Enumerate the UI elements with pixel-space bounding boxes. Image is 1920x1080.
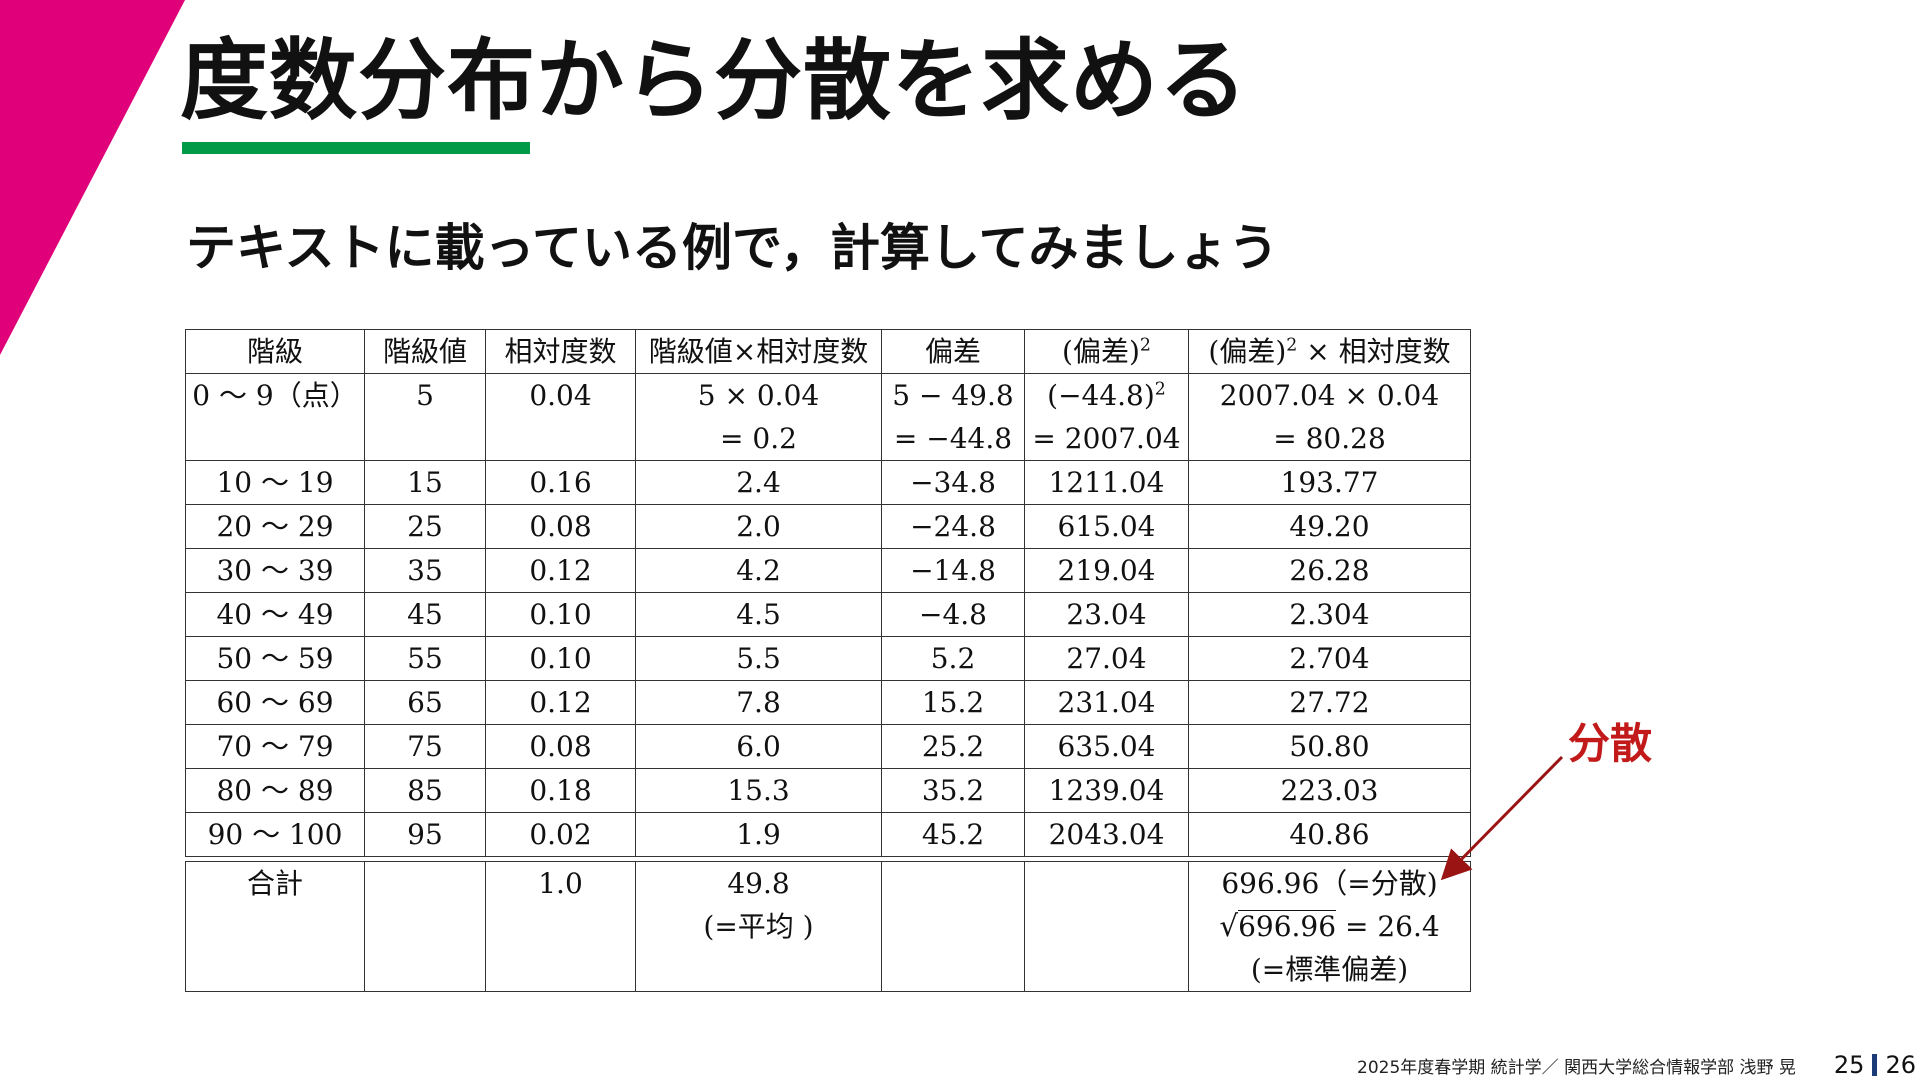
cell-squared-deviation: (−44.8)2 = 2007.04 <box>1024 373 1189 461</box>
standard-deviation-formula: √696.96 = 26.4 <box>1219 909 1440 943</box>
cell-squared-deviation: 2043.04 <box>1024 812 1189 857</box>
footer: 2025年度春学期 統計学／ 関西大学総合情報学部 浅野 晃 25 26 <box>1357 1050 1920 1080</box>
cell-squared-deviation: 1239.04 <box>1024 768 1189 813</box>
cell-weighted-squared-deviation: 223.03 <box>1188 768 1471 813</box>
title-underline <box>182 142 530 154</box>
cell-class-value: 85 <box>364 768 486 813</box>
cell-relative-frequency: 0.10 <box>485 636 636 681</box>
cell-relative-frequency: 0.12 <box>485 680 636 725</box>
cell-product: 1.9 <box>635 812 882 857</box>
cell-weighted-squared-deviation: 27.72 <box>1188 680 1471 725</box>
cell-class-value: 55 <box>364 636 486 681</box>
cell-deviation: 35.2 <box>881 768 1025 813</box>
cell-product: 2.0 <box>635 504 882 549</box>
cell-product: 5 × 0.04 = 0.2 <box>635 373 882 461</box>
total-label: 合計 <box>185 861 365 992</box>
cell-product: 7.8 <box>635 680 882 725</box>
standard-deviation-note: (=標準偏差) <box>1250 953 1409 986</box>
cell-weighted-squared-deviation: 193.77 <box>1188 460 1471 505</box>
header-product: 階級値×相対度数 <box>635 329 882 374</box>
cell-product: 15.3 <box>635 768 882 813</box>
cell-squared-deviation: 231.04 <box>1024 680 1189 725</box>
cell-class-value: 75 <box>364 724 486 769</box>
total-empty-cell <box>881 861 1025 992</box>
page-separator <box>1872 1054 1878 1076</box>
cell-relative-frequency: 0.18 <box>485 768 636 813</box>
table-row: 90 ～ 100 95 0.02 1.9 45.2 2043.04 40.86 <box>185 812 1471 857</box>
cell-class: 50 ～ 59 <box>185 636 365 681</box>
cell-deviation: −14.8 <box>881 548 1025 593</box>
table-row: 50 ～ 59 55 0.10 5.5 5.2 27.04 2.704 <box>185 636 1471 681</box>
corner-accent-triangle <box>0 0 185 355</box>
table-body: 10 ～ 19 15 0.16 2.4 −34.8 1211.04 193.77 20 ～ 2… <box>185 460 1471 857</box>
total-relative-frequency: 1.0 <box>485 861 636 992</box>
cell-squared-deviation: 1211.04 <box>1024 460 1189 505</box>
cell-deviation: 45.2 <box>881 812 1025 857</box>
variance-line: 696.96（=分散) <box>1221 867 1438 900</box>
cell-class: 30 ～ 39 <box>185 548 365 593</box>
cell-class-value: 95 <box>364 812 486 857</box>
cell-class: 90 ～ 100 <box>185 812 365 857</box>
cell-deviation: 15.2 <box>881 680 1025 725</box>
header-squared-deviation: (偏差)2 <box>1024 329 1189 374</box>
cell-relative-frequency: 0.08 <box>485 504 636 549</box>
cell-relative-frequency: 0.02 <box>485 812 636 857</box>
cell-class-value: 45 <box>364 592 486 637</box>
header-class: 階級 <box>185 329 365 374</box>
header-weighted-squared-deviation: (偏差)2 × 相対度数 <box>1188 329 1471 374</box>
table-row: 70 ～ 79 75 0.08 6.0 25.2 635.04 50.80 <box>185 724 1471 769</box>
cell-relative-frequency: 0.04 <box>485 373 636 461</box>
cell-weighted-squared-deviation: 40.86 <box>1188 812 1471 857</box>
cell-weighted-squared-deviation: 26.28 <box>1188 548 1471 593</box>
header-class-value: 階級値 <box>364 329 486 374</box>
cell-product: 4.2 <box>635 548 882 593</box>
table-row: 30 ～ 39 35 0.12 4.2 −14.8 219.04 26.28 <box>185 548 1471 593</box>
total-table: 合計 1.0 49.8 (=平均 ) 696.96（=分散) √696.96 = … <box>185 861 1471 992</box>
cell-class: 20 ～ 29 <box>185 504 365 549</box>
variance-annotation-label: 分散 <box>1568 719 1653 768</box>
total-empty-cell <box>364 861 486 992</box>
cell-deviation: 5 − 49.8 = −44.8 <box>881 373 1025 461</box>
table-row: 0 ～ 9（点） 5 0.04 5 × 0.04 = 0.2 5 − 49.8 = … <box>185 373 1471 461</box>
slide-title: 度数分布から分散を求める <box>180 29 1249 132</box>
total-mean: 49.8 (=平均 ) <box>635 861 882 992</box>
footer-course-info: 2025年度春学期 統計学／ 関西大学総合情報学部 浅野 晃 <box>1357 1057 1796 1078</box>
table-row: 60 ～ 69 65 0.12 7.8 15.2 231.04 27.72 <box>185 680 1471 725</box>
cell-class-value: 5 <box>364 373 486 461</box>
cell-class-value: 15 <box>364 460 486 505</box>
table-row: 10 ～ 19 15 0.16 2.4 −34.8 1211.04 193.77 <box>185 460 1471 505</box>
cell-product: 5.5 <box>635 636 882 681</box>
total-row: 合計 1.0 49.8 (=平均 ) 696.96（=分散) √696.96 = … <box>185 861 1471 992</box>
cell-weighted-squared-deviation: 49.20 <box>1188 504 1471 549</box>
table-row: 80 ～ 89 85 0.18 15.3 35.2 1239.04 223.03 <box>185 768 1471 813</box>
slide-subtitle: テキストに載っている例で，計算してみましょう <box>186 219 1279 277</box>
cell-deviation: −34.8 <box>881 460 1025 505</box>
cell-relative-frequency: 0.16 <box>485 460 636 505</box>
table-row: 20 ～ 29 25 0.08 2.0 −24.8 615.04 49.20 <box>185 504 1471 549</box>
cell-squared-deviation: 27.04 <box>1024 636 1189 681</box>
cell-squared-deviation: 219.04 <box>1024 548 1189 593</box>
cell-class: 70 ～ 79 <box>185 724 365 769</box>
cell-relative-frequency: 0.10 <box>485 592 636 637</box>
cell-weighted-squared-deviation: 2007.04 × 0.04 = 80.28 <box>1188 373 1471 461</box>
cell-product: 4.5 <box>635 592 882 637</box>
cell-weighted-squared-deviation: 2.704 <box>1188 636 1471 681</box>
table-header-row: 階級 階級値 相対度数 階級値×相対度数 偏差 (偏差)2 (偏差)2 × 相対… <box>185 329 1471 374</box>
cell-squared-deviation: 23.04 <box>1024 592 1189 637</box>
cell-class-value: 65 <box>364 680 486 725</box>
cell-class: 80 ～ 89 <box>185 768 365 813</box>
cell-deviation: −24.8 <box>881 504 1025 549</box>
frequency-table: 階級 階級値 相対度数 階級値×相対度数 偏差 (偏差)2 (偏差)2 × 相対… <box>185 329 1471 857</box>
cell-product: 2.4 <box>635 460 882 505</box>
total-variance: 696.96（=分散) √696.96 = 26.4 (=標準偏差) <box>1188 861 1471 992</box>
cell-weighted-squared-deviation: 2.304 <box>1188 592 1471 637</box>
page-total: 26 <box>1885 1051 1916 1079</box>
total-empty-cell <box>1024 861 1189 992</box>
cell-class: 0 ～ 9（点） <box>185 373 365 461</box>
cell-class-value: 35 <box>364 548 486 593</box>
cell-class: 10 ～ 19 <box>185 460 365 505</box>
cell-relative-frequency: 0.08 <box>485 724 636 769</box>
page-number: 25 <box>1833 1051 1865 1079</box>
